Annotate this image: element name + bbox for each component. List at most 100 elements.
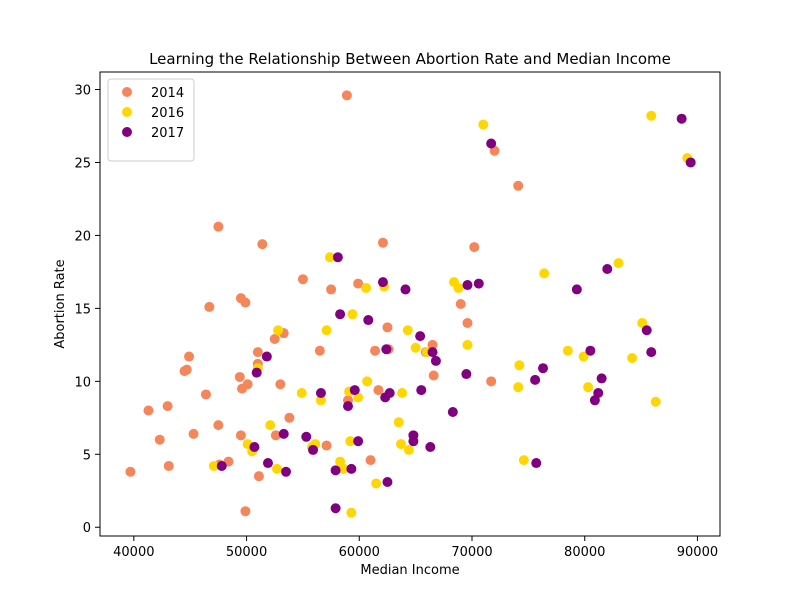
point-2014-20: [240, 297, 251, 308]
y-tick-label: 10: [74, 375, 91, 390]
point-2016-4: [265, 420, 276, 431]
point-2017-16: [349, 385, 360, 396]
point-2016-39: [562, 345, 573, 356]
y-tick-label: 20: [74, 229, 91, 244]
point-2017-23: [384, 388, 395, 399]
point-2017-18: [363, 315, 374, 326]
point-2014-39: [365, 455, 376, 466]
point-2014-9: [200, 389, 211, 400]
point-2014-15: [234, 371, 245, 382]
y-tick-label: 5: [83, 448, 91, 463]
point-2016-44: [637, 317, 648, 328]
point-2014-4: [163, 460, 174, 471]
point-2016-17: [346, 507, 357, 518]
point-2017-26: [408, 436, 419, 447]
legend-box: [107, 78, 195, 162]
point-2017-48: [676, 113, 687, 124]
point-2016-20: [361, 282, 372, 293]
point-2014-49: [462, 317, 473, 328]
point-2014-35: [326, 284, 337, 295]
point-2014-33: [314, 345, 325, 356]
point-2016-24: [393, 417, 404, 428]
x-tick-label: 60000: [339, 545, 380, 560]
point-2014-3: [162, 401, 173, 412]
y-tick-label: 0: [83, 521, 91, 536]
point-2016-27: [402, 325, 413, 336]
x-tick-label: 40000: [113, 545, 154, 560]
point-2014-28: [270, 430, 281, 441]
point-2017-44: [596, 373, 607, 384]
point-2014-40: [370, 345, 381, 356]
legend-label-2016: 2016: [151, 106, 184, 121]
point-2016-38: [539, 268, 550, 279]
y-axis-label: Abortion Rate: [53, 259, 68, 348]
point-2017-49: [685, 157, 696, 168]
point-2016-43: [627, 352, 638, 363]
point-2014-27: [269, 334, 280, 345]
point-2017-14: [343, 401, 353, 412]
point-2017-36: [486, 138, 497, 149]
point-2017-29: [425, 441, 436, 452]
point-2016-33: [462, 339, 473, 350]
point-2014-1: [143, 405, 154, 416]
x-tick-label: 70000: [451, 545, 492, 560]
point-2014-29: [275, 379, 286, 390]
point-2016-12: [324, 252, 335, 263]
point-2014-47: [428, 370, 439, 381]
point-2017-13: [335, 309, 346, 320]
point-2017-39: [538, 363, 549, 374]
legend-marker-2014: [122, 87, 132, 97]
point-2014-43: [382, 322, 393, 333]
point-2014-32: [297, 274, 308, 285]
x-axis-ticks: 40000 50000 60000 70000 80000 90000: [113, 536, 718, 560]
point-2017-24: [400, 284, 411, 295]
point-2017-17: [353, 436, 364, 447]
x-axis-label: Median Income: [360, 563, 459, 578]
point-2016-29: [410, 342, 421, 353]
point-2017-40: [571, 284, 582, 295]
point-2016-34: [478, 119, 489, 130]
point-2014-21: [242, 379, 253, 390]
point-2017-35: [473, 278, 484, 289]
point-2014-51: [486, 376, 497, 387]
point-2014-25: [253, 471, 264, 482]
point-2014-23: [252, 347, 263, 358]
data-points: [125, 90, 696, 518]
plot-area-frame: [99, 71, 721, 537]
point-2017-9: [315, 388, 326, 399]
point-2016-35: [513, 382, 524, 393]
point-2014-19: [240, 506, 251, 517]
point-2017-22: [382, 477, 393, 488]
point-2014-11: [213, 420, 224, 431]
point-2016-32: [453, 282, 464, 293]
point-2017-4: [262, 458, 273, 469]
point-2017-15: [346, 463, 357, 474]
point-2016-46: [650, 396, 661, 407]
point-2014-8: [188, 428, 199, 439]
point-2017-28: [416, 385, 427, 396]
point-2014-34: [321, 440, 332, 451]
point-2014-10: [204, 301, 215, 312]
point-2017-7: [301, 431, 312, 442]
point-2014-46: [427, 339, 438, 350]
point-2017-33: [461, 369, 472, 380]
point-2014-0: [125, 466, 136, 477]
point-2016-18: [347, 309, 358, 320]
point-2017-32: [447, 406, 458, 417]
point-2014-26: [257, 239, 268, 250]
point-2016-6: [273, 325, 284, 336]
point-2017-45: [602, 263, 613, 274]
legend-marker-2017: [122, 127, 132, 137]
point-2017-34: [462, 280, 473, 291]
point-2014-17: [235, 430, 246, 441]
point-2017-31: [430, 355, 441, 366]
point-2016-21: [362, 376, 373, 387]
point-2016-11: [321, 325, 332, 336]
point-2016-14: [338, 463, 349, 474]
point-2016-36: [514, 360, 525, 371]
point-2016-40: [578, 351, 589, 362]
y-tick-label: 30: [74, 84, 91, 99]
point-2017-37: [530, 374, 541, 385]
y-tick-label: 15: [74, 302, 91, 317]
